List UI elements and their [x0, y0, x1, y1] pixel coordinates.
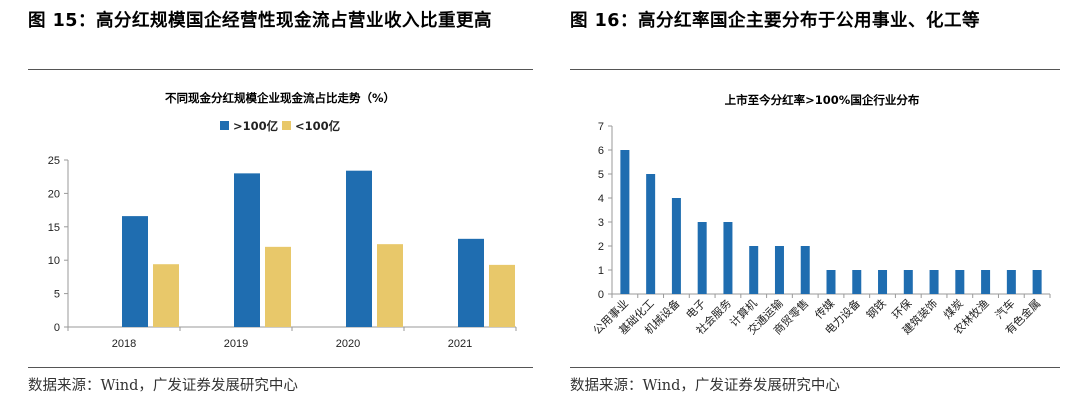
- figure-15-source: 数据来源：Wind，广发证券发展研究中心: [28, 378, 298, 394]
- y-tick-label: 5: [54, 289, 60, 301]
- bar-under-100-2018: [153, 264, 179, 327]
- bar-电力设备: [852, 270, 862, 294]
- y-tick-label: 20: [48, 188, 60, 200]
- figure-15-title: 图 15：高分红规模国企经营性现金流占营业收入比重更高: [28, 11, 492, 31]
- bottom-divider: [570, 367, 1060, 368]
- bar-传媒: [826, 270, 836, 294]
- chart-title: 上市至今分红率>100%国企行业分布: [725, 93, 920, 107]
- y-tick-label: 1: [598, 265, 604, 277]
- bar-电子: [697, 222, 707, 294]
- bar-under-100-2019: [265, 246, 291, 327]
- bar-商贸零售: [800, 246, 810, 294]
- legend-swatch-1: [220, 121, 229, 130]
- y-tick-label: 25: [48, 155, 60, 167]
- x-tick-label: 2021: [448, 338, 472, 350]
- legend-swatch-2: [282, 121, 291, 130]
- y-tick-label: 10: [48, 255, 60, 267]
- bar-机械设备: [671, 198, 681, 294]
- bar-over-100-2018: [122, 216, 148, 327]
- bar-over-100-2021: [458, 238, 484, 327]
- bar-交通运输: [774, 246, 784, 294]
- x-tick-label: 2019: [224, 338, 248, 350]
- legend-label-2: <100亿: [295, 119, 341, 133]
- bar-under-100-2020: [377, 244, 403, 327]
- figure-16-panel: 图 16：高分红率国企主要分布于公用事业、化工等 上市至今分红率>100%国企行…: [570, 0, 1060, 404]
- y-tick-label: 4: [598, 193, 604, 205]
- bar-汽车: [1006, 270, 1016, 294]
- bar-建筑装饰: [929, 270, 939, 294]
- figure-15-panel: 图 15：高分红规模国企经营性现金流占营业收入比重更高 不同现金分红规模企业现金…: [28, 0, 533, 404]
- bar-over-100-2019: [234, 173, 260, 327]
- y-tick-label: 0: [598, 289, 604, 301]
- x-tick-label: 2018: [112, 338, 136, 350]
- chart-title: 不同现金分红规模企业现金流占比走势（%）: [165, 91, 395, 105]
- bar-环保: [903, 270, 913, 294]
- bar-农林牧渔: [981, 270, 991, 294]
- top-divider: [570, 69, 1060, 70]
- bar-有色金属: [1032, 270, 1042, 294]
- top-divider: [28, 69, 533, 70]
- legend-label-1: >100亿: [233, 119, 279, 133]
- bottom-divider: [28, 367, 533, 368]
- bar-计算机: [749, 246, 759, 294]
- x-category-label: 钢铁: [864, 297, 889, 322]
- bar-over-100-2020: [346, 170, 372, 327]
- y-tick-label: 0: [54, 322, 60, 334]
- bar-under-100-2021: [489, 264, 515, 327]
- y-tick-label: 7: [598, 121, 604, 133]
- bar-社会服务: [723, 222, 733, 294]
- figure-16-source: 数据来源：Wind，广发证券发展研究中心: [570, 378, 840, 394]
- bar-公用事业: [620, 150, 630, 294]
- figure-16-title: 图 16：高分红率国企主要分布于公用事业、化工等: [570, 11, 980, 31]
- y-tick-label: 6: [598, 145, 604, 157]
- y-tick-label: 15: [48, 222, 60, 234]
- x-tick-label: 2020: [336, 338, 360, 350]
- y-tick-label: 5: [598, 169, 604, 181]
- bar-煤炭: [955, 270, 965, 294]
- cash-flow-bar-chart: 不同现金分红规模企业现金流占比走势（%） >100亿 <100亿 0 5 10 15 20 25…: [48, 91, 517, 350]
- y-tick-label: 2: [598, 241, 604, 253]
- y-tick-label: 3: [598, 217, 604, 229]
- bar-钢铁: [878, 270, 888, 294]
- bar-基础化工: [646, 174, 656, 294]
